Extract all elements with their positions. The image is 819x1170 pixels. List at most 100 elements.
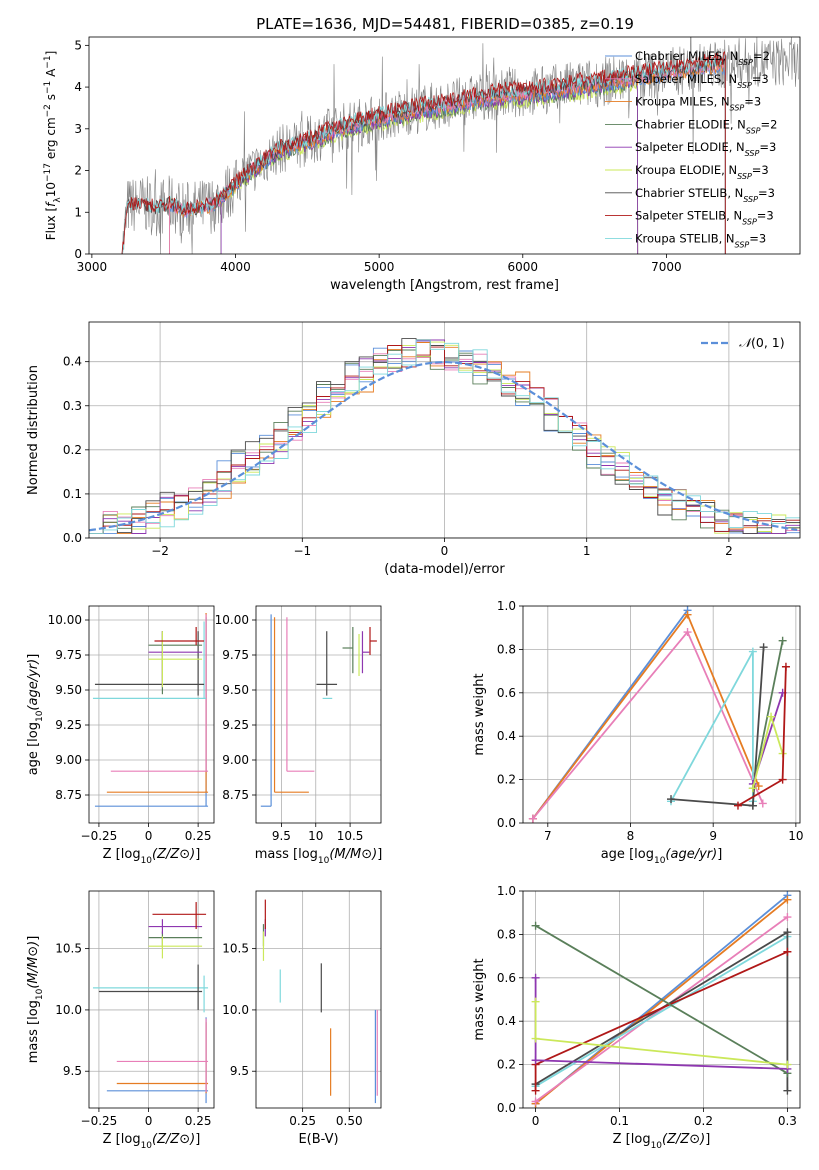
legend-label: Salpeter ELODIE, NSSP=3 <box>635 140 776 158</box>
y-tick-label: 8.75 <box>55 788 82 802</box>
x-tick-label: 4000 <box>220 260 251 274</box>
axes-frame <box>255 605 382 824</box>
y-tick-label: 10.5 <box>55 942 82 956</box>
point-salpeter-stelib <box>154 627 205 646</box>
point-kroupa-miles <box>273 617 309 793</box>
point-chabrier-stelib <box>316 631 338 696</box>
series-marker <box>733 801 742 810</box>
y-axis-label: mass weight <box>472 958 487 1040</box>
axes-frame <box>255 890 382 1109</box>
series-line <box>752 640 784 789</box>
x-tick-label: 9.5 <box>272 829 291 843</box>
axes-frame <box>522 605 801 824</box>
y-tick-label: 5 <box>74 38 82 52</box>
x-tick-label: 0.25 <box>289 1114 316 1128</box>
y-tick-label: 10.5 <box>222 942 249 956</box>
point-salpeter-miles <box>116 1018 209 1093</box>
x-tick-label: 1 <box>583 544 591 558</box>
series-kroupa-miles <box>528 610 763 823</box>
x-tick-label: 0.25 <box>185 829 212 843</box>
series-marker <box>531 1056 540 1065</box>
series-salpeter-miles <box>528 628 767 823</box>
legend-label: Chabrier ELODIE, NSSP=2 <box>635 117 777 135</box>
x-tick-label: 0.50 <box>336 1114 363 1128</box>
legend-label: Chabrier STELIB, NSSP=3 <box>635 186 775 204</box>
y-tick-label: 1.0 <box>497 884 516 898</box>
y-tick-label: 10.0 <box>222 1003 249 1017</box>
panel-weight-vs-age: 7 8 9 10 0.0 0.2 0.4 0.6 0.8 1.0 age [log10(age/yr… <box>472 599 804 866</box>
plot-area <box>256 891 381 1108</box>
point-kroupa-stelib <box>92 621 207 700</box>
series-marker <box>783 895 792 904</box>
axes-frame <box>88 321 801 539</box>
x-tick-label: 0.3 <box>778 1114 797 1128</box>
series-salpeter-elodie <box>531 973 792 1073</box>
y-tick-label: 0.0 <box>497 816 516 830</box>
plot-area <box>523 606 800 823</box>
legend-label: 𝒩(0, 1) <box>739 335 785 350</box>
point-salpeter-miles <box>286 617 315 772</box>
series-salpeter-miles <box>531 913 792 1106</box>
y-tick-label: 0.6 <box>497 686 516 700</box>
normal-curve <box>89 360 798 532</box>
x-tick-label: −1 <box>293 544 311 558</box>
x-axis-label: wavelength [Angstrom, rest frame] <box>330 278 559 293</box>
x-tick-label: 7 <box>544 829 552 843</box>
series-salpeter-stelib <box>733 662 790 810</box>
point-chabrier-miles <box>106 1017 209 1104</box>
point-chabrier-elodie <box>148 931 203 948</box>
panel-weight-vs-Z: 0 0.1 0.2 0.3 0.0 0.2 0.4 0.6 0.8 1.0 Z [log10(Z/Z… <box>472 884 801 1151</box>
series-marker <box>531 1034 540 1043</box>
series-marker <box>767 712 776 721</box>
series-line <box>532 630 764 820</box>
legend-label: Salpeter STELIB, NSSP=3 <box>635 209 774 227</box>
series-marker <box>783 913 792 922</box>
y-tick-label: 0.8 <box>497 642 516 656</box>
x-tick-label: 0 <box>145 1114 153 1128</box>
y-tick-label: 0.2 <box>497 773 516 787</box>
y-tick-label: 9.5 <box>230 1064 249 1078</box>
panel-age-vs-mass: 9.5 10 10.5 8.75 9.00 9.25 9.50 9.75 10.00 mass [… <box>215 605 382 866</box>
y-tick-label: 3 <box>74 122 82 136</box>
axes-frame <box>522 890 801 1109</box>
axes-frame <box>88 36 801 255</box>
x-tick-label: 8 <box>627 829 635 843</box>
spectrum-model-chabrier-stelib <box>121 57 726 254</box>
point-chabrier-miles <box>260 614 272 807</box>
series-line <box>670 647 765 807</box>
residual-hist-kroupa-stelib <box>89 339 800 535</box>
point-kroupa-miles <box>116 1022 209 1094</box>
panel-residuals: −2 −1 0 1 2 0.0 0.1 0.2 0.3 0.4 (data-model)/error… <box>26 321 801 577</box>
y-tick-label: 0.3 <box>63 399 82 413</box>
x-tick-label: 0 <box>145 829 153 843</box>
series-marker <box>783 1060 792 1069</box>
y-axis-label: mass weight <box>472 673 487 755</box>
plot-area <box>121 37 799 254</box>
series-marker <box>531 1086 540 1095</box>
plot-area <box>523 891 800 1108</box>
x-tick-label: 10.5 <box>337 829 364 843</box>
point-salpeter-stelib <box>152 902 207 930</box>
x-tick-label: 2 <box>725 544 733 558</box>
legend-label: Salpeter MILES, NSSP=3 <box>635 72 769 90</box>
series-marker <box>759 643 768 652</box>
legend-label: Kroupa STELIB, NSSP=3 <box>635 231 766 249</box>
point-kroupa-elodie <box>148 936 203 959</box>
series-marker <box>778 636 787 645</box>
series-chabrier-miles <box>528 606 692 823</box>
residual-legend: 𝒩(0, 1) <box>701 335 785 350</box>
x-tick-label: −0.25 <box>81 829 118 843</box>
series-kroupa-stelib <box>531 932 792 1091</box>
x-axis-label: Z [log10(Z/Z⊙)] <box>103 1132 201 1151</box>
residual-hist-salpeter-elodie <box>89 339 800 535</box>
plot-area <box>89 891 214 1108</box>
y-axis-label: mass [log10(M/M⊙)] <box>26 936 45 1064</box>
spectrum-model-kroupa-stelib <box>121 54 726 254</box>
series-marker <box>748 801 757 810</box>
x-tick-label: 5000 <box>364 260 395 274</box>
point-kroupa-miles <box>106 613 209 793</box>
panel-mass-vs-EBV: 0.25 0.50 9.5 10.0 10.5 E(B-V) <box>222 890 382 1147</box>
series-marker <box>667 795 676 804</box>
point-salpeter-elodie <box>148 919 203 934</box>
legend-label: Kroupa MILES, NSSP=3 <box>635 95 761 113</box>
